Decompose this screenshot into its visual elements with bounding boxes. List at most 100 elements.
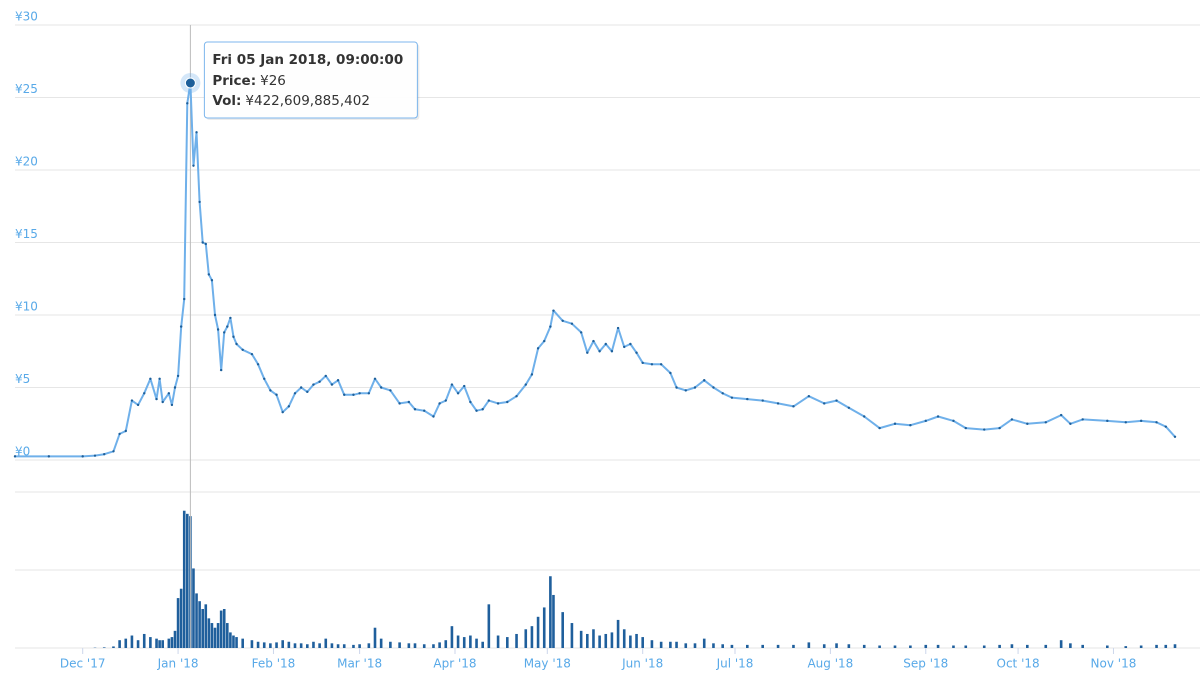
price-point <box>195 131 198 134</box>
volume-bar <box>142 633 146 648</box>
volume-bar <box>641 637 644 648</box>
volume-bar <box>487 604 491 648</box>
price-point <box>552 309 555 312</box>
price-point <box>173 386 177 389</box>
price-point <box>312 383 315 386</box>
volume-bar <box>342 644 346 648</box>
volume-bar <box>536 616 540 648</box>
price-point <box>118 432 121 436</box>
volume-bar <box>216 623 220 648</box>
price-point <box>281 410 284 414</box>
price-point <box>330 383 334 386</box>
price-point <box>792 405 795 408</box>
price-point <box>423 409 426 412</box>
price-point <box>158 377 161 380</box>
price-point <box>506 400 509 404</box>
price-point <box>219 368 223 372</box>
price-point <box>650 363 654 366</box>
price-point <box>223 331 226 334</box>
price-point <box>213 313 217 317</box>
y-tick-label: ¥5 <box>15 372 30 386</box>
price-point <box>776 402 780 405</box>
volume-bar <box>669 641 672 648</box>
volume-bar <box>158 640 161 648</box>
price-point <box>47 455 51 458</box>
price-point <box>389 389 392 392</box>
price-point <box>161 400 164 404</box>
price-point <box>909 424 912 427</box>
volume-bar <box>893 645 897 648</box>
volume-bar <box>604 633 608 648</box>
price-point <box>623 345 626 349</box>
price-point <box>586 351 589 354</box>
price-point <box>592 339 595 343</box>
price-point <box>204 242 207 246</box>
tooltip: Fri 05 Jan 2018, 09:00:00 Price: ¥26 Vol: ¥4… <box>203 41 420 120</box>
price-point <box>730 396 734 399</box>
volume-bar <box>358 644 361 648</box>
price-point <box>13 455 17 458</box>
price-point <box>256 363 260 366</box>
volume-bar <box>1069 643 1072 648</box>
price-point <box>367 392 371 395</box>
volume-bar <box>201 609 204 648</box>
volume-bar <box>281 640 284 648</box>
price-point <box>413 408 417 411</box>
volume-bar <box>469 635 472 648</box>
price-point <box>398 402 401 405</box>
volume-bar <box>776 644 780 648</box>
volume-bar <box>924 644 928 648</box>
volume-bar <box>222 609 226 648</box>
volume-bar <box>398 642 401 648</box>
price-point <box>863 415 866 418</box>
price-point <box>604 342 607 346</box>
volume-bar <box>352 644 355 648</box>
price-point <box>343 393 346 396</box>
price-point <box>675 386 678 389</box>
price-point <box>210 279 214 282</box>
volume-bar <box>702 638 706 648</box>
volume-bar <box>444 640 448 648</box>
volume-bar <box>1059 640 1063 648</box>
price-point <box>201 241 204 244</box>
price-point <box>1026 422 1029 425</box>
volume-bar <box>635 633 638 648</box>
volume-bar <box>173 630 177 648</box>
volume-bar <box>1026 644 1029 648</box>
volume-bar <box>610 632 614 648</box>
price-point <box>746 397 749 401</box>
price-point <box>641 361 644 365</box>
volume-bar <box>936 644 940 648</box>
tooltip-label: Vol: <box>212 93 241 109</box>
volume-bar <box>909 645 912 648</box>
y-tick-label: ¥10 <box>15 300 38 314</box>
volume-bar <box>570 623 574 648</box>
volume-bar <box>982 645 986 648</box>
price-point <box>103 453 106 456</box>
volume-bar <box>675 641 678 648</box>
price-point <box>629 342 632 346</box>
volume-bar <box>1044 644 1048 648</box>
price-point <box>269 389 272 392</box>
volume-bar <box>822 644 826 648</box>
volume-bar <box>530 626 534 648</box>
price-point <box>250 352 254 356</box>
price-point <box>475 409 478 412</box>
price-point <box>469 400 472 404</box>
x-tick-label: Dec '17 <box>60 657 106 671</box>
price-point <box>570 322 574 325</box>
x-tick-label: Aug '18 <box>807 657 853 671</box>
volume-bar <box>373 627 377 648</box>
price-point <box>847 406 851 409</box>
price-point <box>179 325 183 328</box>
volume-bar <box>506 637 509 648</box>
volume-bar <box>693 643 697 648</box>
volume-bar <box>746 644 749 648</box>
volume-bar <box>324 638 328 648</box>
volume-bar <box>878 645 881 648</box>
price-point <box>712 386 715 389</box>
price-point <box>1173 435 1177 438</box>
volume-bar <box>287 641 291 648</box>
price-point <box>524 383 527 386</box>
volume-bar <box>204 604 208 648</box>
